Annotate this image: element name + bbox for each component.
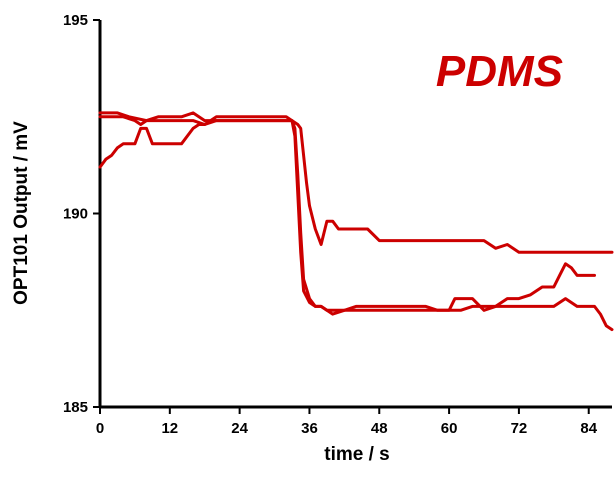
- x-tick-label: 72: [511, 420, 528, 437]
- y-tick-label: 185: [63, 399, 88, 416]
- x-ticks: 0 12 24 36 48 60 72 84: [96, 407, 598, 437]
- x-tick-label: 0: [96, 420, 104, 437]
- x-tick-label: 36: [301, 420, 318, 437]
- y-ticks: 185 190 195: [63, 12, 100, 416]
- y-tick-label: 190: [63, 206, 88, 223]
- x-tick-label: 24: [231, 420, 248, 437]
- series-line-2: [98, 119, 614, 254]
- annotation-label: PDMS: [436, 47, 563, 96]
- x-axis-title: time / s: [324, 444, 389, 465]
- series-line-3: [98, 115, 596, 316]
- x-tick-label: 12: [161, 420, 178, 437]
- series-group: [98, 111, 614, 332]
- x-tick-label: 48: [371, 420, 388, 437]
- x-tick-label: 60: [441, 420, 458, 437]
- x-tick-label: 84: [580, 420, 597, 437]
- y-tick-label: 195: [63, 12, 88, 29]
- series-line-1: [98, 111, 614, 332]
- y-axis-title: OPT101 Output / mV: [11, 121, 32, 305]
